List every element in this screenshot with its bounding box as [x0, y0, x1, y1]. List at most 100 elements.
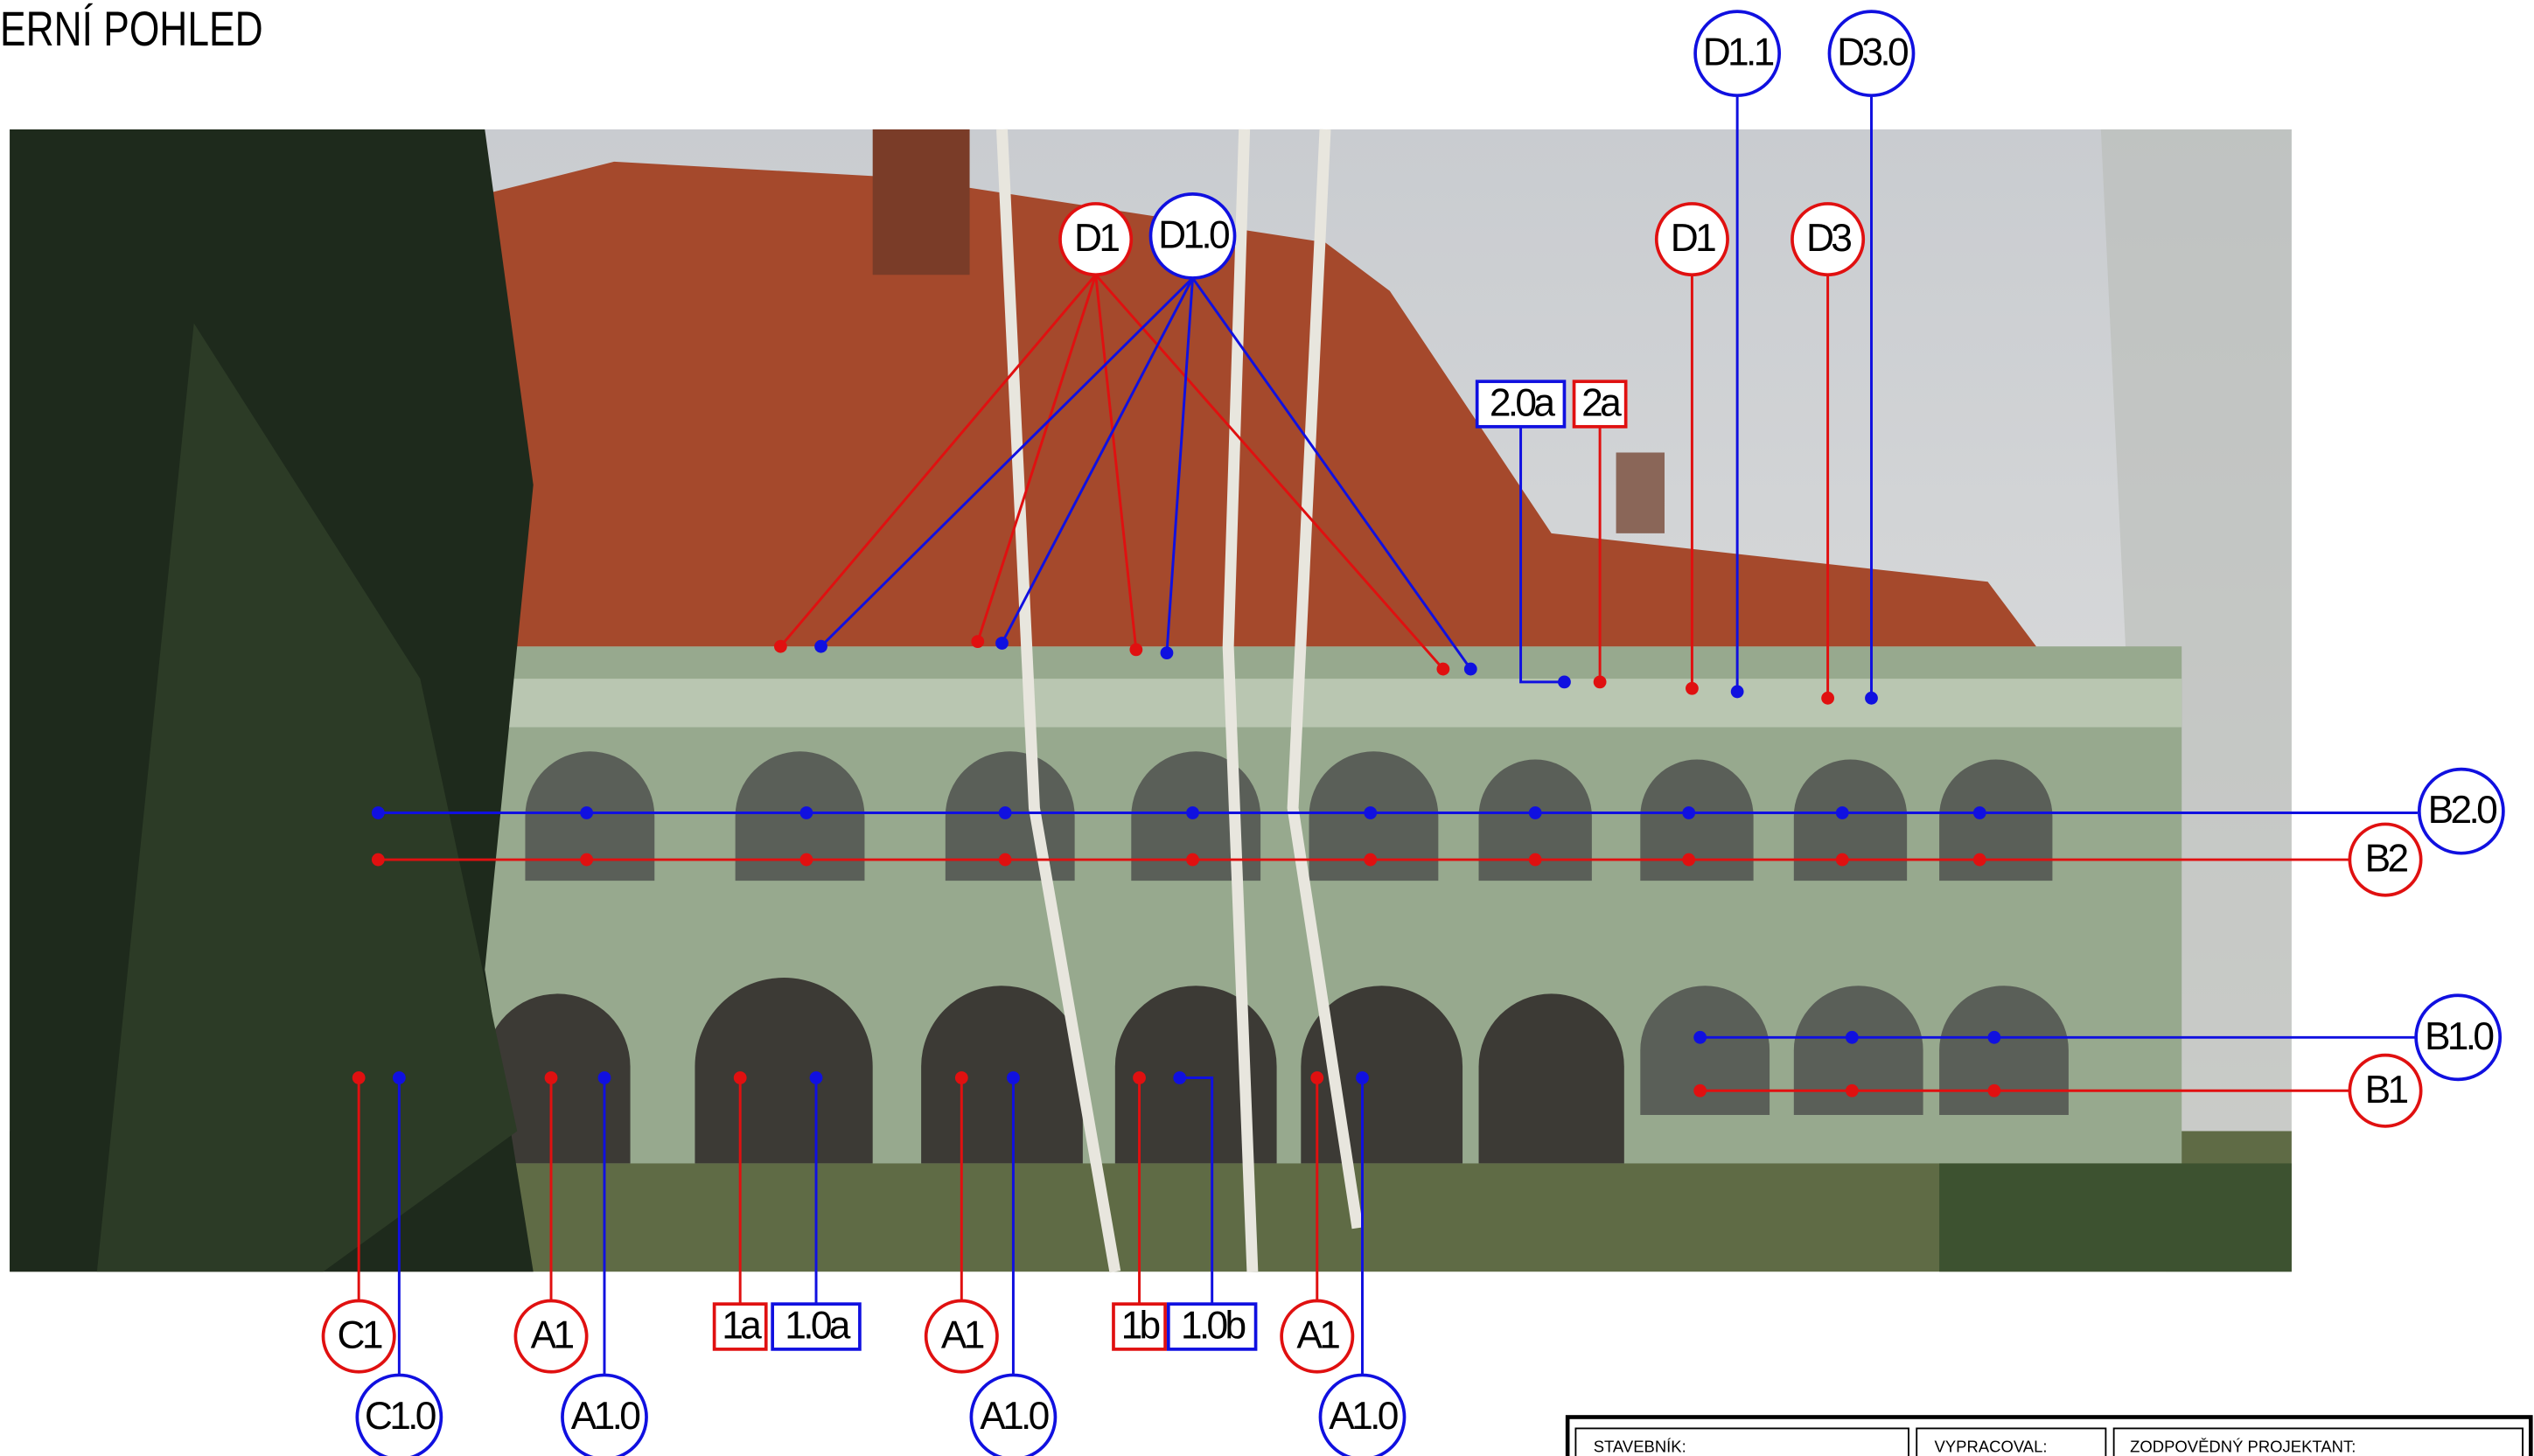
- leader-dot: [371, 853, 385, 867]
- leader-dot: [998, 806, 1012, 819]
- leader-dot: [1845, 1030, 1859, 1044]
- label-circle: [1827, 10, 1916, 98]
- label-circle: [1058, 202, 1134, 277]
- leader-dot: [799, 853, 813, 867]
- leader-dot: [1310, 1071, 1324, 1084]
- leader-line: [1165, 277, 1194, 653]
- label-circle: [1791, 202, 1866, 277]
- label-box: [1475, 380, 1567, 428]
- leader-line: [1001, 277, 1194, 644]
- leader-line: [976, 274, 1098, 643]
- leader-line: [779, 274, 1097, 648]
- leader-dot: [1186, 806, 1199, 819]
- leader-dot: [1845, 1083, 1859, 1097]
- title-block-label: STAVEBNÍK:: [1594, 1437, 1686, 1455]
- leader-dot: [1436, 662, 1450, 676]
- label-circle: [355, 1373, 443, 1456]
- title-block-label: ZODPOVĚDNÝ PROJEKTANT:: [2130, 1437, 2356, 1455]
- label-circle: [969, 1373, 1058, 1456]
- title-block: [1565, 1415, 2533, 1456]
- leader-dot: [1972, 806, 1986, 819]
- label-text: 1.0b: [1181, 1305, 1246, 1348]
- label-text: A1.0: [1329, 1395, 1397, 1438]
- leader-dot: [1007, 1071, 1020, 1084]
- leader-dot: [809, 1071, 823, 1084]
- leader-dot: [371, 806, 385, 819]
- label-circle: [2348, 1053, 2423, 1128]
- leader-dot: [1173, 1071, 1187, 1084]
- title-block-label: VYPRACOVAL:: [1935, 1437, 2048, 1455]
- label-box: [712, 1302, 768, 1351]
- photo: [10, 129, 2292, 1273]
- leader-dot: [597, 1071, 611, 1084]
- view-title: ERNÍ POHLED: [0, 2, 263, 56]
- leader-dot: [1835, 806, 1849, 819]
- leader-dot: [1364, 806, 1378, 819]
- leader-dot: [544, 1071, 558, 1084]
- leader-dot: [1186, 853, 1199, 867]
- label-circle: [1148, 192, 1237, 280]
- leader-dot: [995, 637, 1009, 650]
- leader-dot: [1835, 853, 1849, 867]
- label-box: [771, 1302, 862, 1351]
- leader-dot: [1865, 691, 1878, 705]
- label-text: A1: [941, 1314, 984, 1357]
- leader-line: [1519, 426, 1565, 684]
- leader-dot: [1987, 1083, 2001, 1097]
- leader-dot: [1682, 853, 1696, 867]
- leader-dot: [1821, 691, 1834, 705]
- leader-dot: [814, 639, 827, 653]
- label-text: C1.0: [365, 1395, 436, 1438]
- leader-dot: [1528, 853, 1542, 867]
- label-text: A1.0: [980, 1395, 1048, 1438]
- leader-dot: [352, 1071, 366, 1084]
- leader-dot: [1686, 681, 1699, 695]
- label-text: C1: [338, 1314, 382, 1357]
- label-text: A1.0: [571, 1395, 639, 1438]
- label-circle: [561, 1373, 648, 1456]
- label-text: D1: [1671, 217, 1715, 260]
- label-text: 1a: [722, 1305, 762, 1348]
- label-circle: [1693, 10, 1782, 98]
- leader-dot: [1987, 1030, 2001, 1044]
- label-text: D3: [1806, 217, 1851, 260]
- label-box: [1572, 380, 1628, 428]
- leader-dot: [1972, 853, 1986, 867]
- leader-dot: [1528, 806, 1542, 819]
- leader-dot: [1682, 806, 1696, 819]
- leader-dot: [998, 853, 1012, 867]
- label-circle: [924, 1299, 999, 1374]
- leader-dot: [1693, 1030, 1707, 1044]
- label-text: A1: [531, 1314, 574, 1357]
- label-circle: [321, 1299, 396, 1374]
- leader-dot: [580, 806, 594, 819]
- label-text: D1.1: [1703, 31, 1774, 74]
- label-text: D1: [1074, 217, 1119, 260]
- leader-dot: [1693, 1083, 1707, 1097]
- leader-dot: [1133, 1071, 1146, 1084]
- leader-line: [1191, 277, 1472, 670]
- label-circle: [1280, 1299, 1355, 1374]
- label-text: 2a: [1581, 382, 1622, 425]
- leader-dot: [954, 1071, 968, 1084]
- leader-dot: [971, 635, 985, 649]
- leader-line: [1179, 1076, 1214, 1305]
- leader-dot: [1364, 853, 1378, 867]
- leader-dot: [1356, 1071, 1369, 1084]
- leader-dot: [1593, 675, 1607, 689]
- label-text: D3.0: [1837, 31, 1908, 74]
- label-text: B2.0: [2428, 789, 2496, 832]
- leader-dot: [1160, 646, 1174, 659]
- label-circle: [513, 1299, 589, 1374]
- label-circle: [1654, 202, 1729, 277]
- leader-dot: [580, 853, 594, 867]
- leader-dot: [799, 806, 813, 819]
- leader-line: [1094, 275, 1138, 651]
- leader-dot: [733, 1071, 747, 1084]
- leader-dot: [773, 639, 787, 653]
- label-box: [1112, 1302, 1167, 1351]
- label-box: [1166, 1302, 1258, 1351]
- leader-dot: [1129, 643, 1143, 657]
- label-circle: [2414, 993, 2503, 1082]
